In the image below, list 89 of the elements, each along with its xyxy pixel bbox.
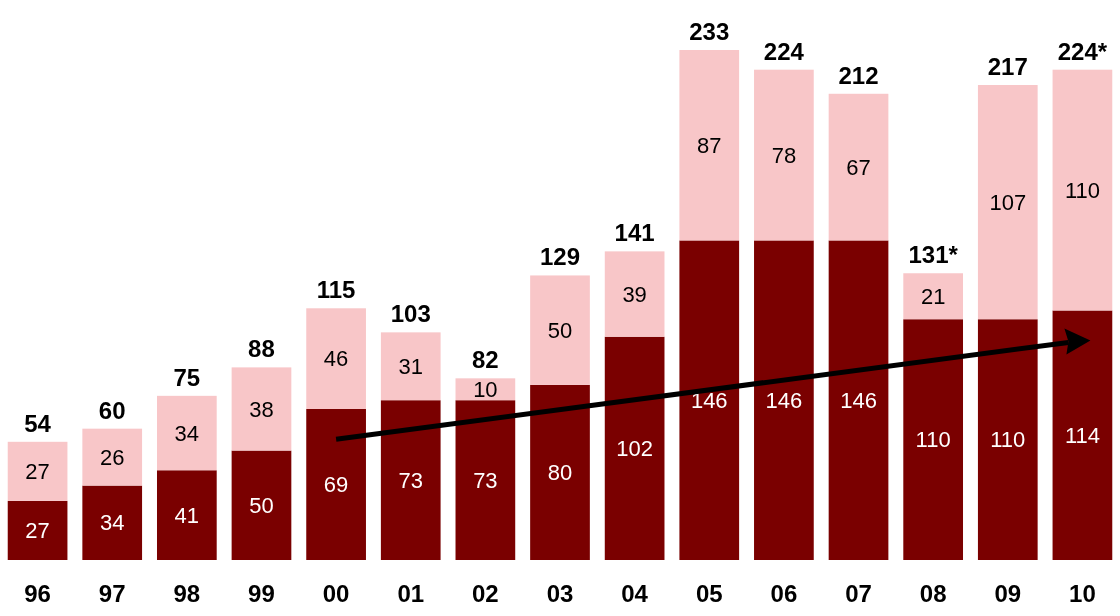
total-label: 212 bbox=[838, 61, 879, 89]
data-label: 34 bbox=[99, 510, 125, 536]
bar bbox=[977, 85, 1038, 320]
bar bbox=[828, 240, 889, 560]
total-label: 103 bbox=[390, 300, 431, 328]
bar bbox=[604, 336, 665, 560]
bar bbox=[530, 275, 590, 385]
data-label: 73 bbox=[398, 467, 423, 493]
data-label: 110 bbox=[990, 427, 1026, 453]
x-tick-label: 08 bbox=[919, 580, 947, 607]
data-label: 31 bbox=[398, 353, 423, 379]
bar bbox=[679, 50, 740, 241]
bar bbox=[754, 240, 814, 560]
data-label: 46 bbox=[323, 346, 349, 372]
bar bbox=[82, 428, 143, 486]
total-label: 224* bbox=[1057, 37, 1108, 65]
bar bbox=[306, 408, 366, 560]
bar bbox=[306, 308, 366, 409]
bar bbox=[380, 400, 441, 560]
x-tick-label: 98 bbox=[173, 580, 201, 607]
x-tick-label: 99 bbox=[248, 580, 275, 607]
total-label: 131* bbox=[908, 241, 959, 269]
bar bbox=[156, 470, 217, 560]
bar bbox=[7, 500, 68, 560]
total-label: 115 bbox=[316, 276, 356, 304]
bar bbox=[1052, 69, 1113, 311]
x-tick-label: 00 bbox=[322, 580, 350, 607]
bar bbox=[231, 367, 292, 451]
x-tick-label: 96 bbox=[24, 580, 51, 607]
data-label: 50 bbox=[249, 492, 274, 518]
bar bbox=[903, 319, 964, 560]
bar bbox=[828, 93, 889, 241]
data-label: 110 bbox=[1064, 177, 1100, 203]
bar bbox=[604, 251, 665, 337]
total-label: 82 bbox=[472, 346, 499, 374]
data-label: 67 bbox=[846, 154, 871, 180]
x-tick-label: 01 bbox=[397, 580, 425, 607]
bar bbox=[903, 273, 964, 320]
total-label: 88 bbox=[248, 335, 275, 363]
x-tick-label: 07 bbox=[845, 580, 872, 607]
data-label: 146 bbox=[765, 387, 803, 413]
bar bbox=[530, 384, 590, 560]
bar bbox=[754, 69, 814, 241]
data-label: 110 bbox=[915, 427, 951, 453]
total-label: 224 bbox=[763, 37, 805, 65]
x-tick-label: 03 bbox=[546, 580, 574, 607]
data-label: 27 bbox=[25, 459, 50, 485]
data-label: 26 bbox=[99, 444, 125, 470]
data-label: 21 bbox=[920, 283, 946, 309]
data-label: 78 bbox=[771, 142, 797, 168]
bar bbox=[679, 240, 740, 560]
data-label: 102 bbox=[616, 436, 653, 462]
data-label: 107 bbox=[989, 189, 1027, 215]
data-label: 80 bbox=[547, 460, 573, 486]
data-label: 114 bbox=[1064, 422, 1100, 448]
total-label: 54 bbox=[24, 409, 52, 437]
x-tick-label: 06 bbox=[770, 580, 798, 607]
bar bbox=[455, 400, 516, 560]
data-label: 50 bbox=[547, 317, 573, 343]
total-label: 233 bbox=[689, 18, 730, 45]
data-label: 38 bbox=[249, 396, 274, 422]
data-label: 146 bbox=[690, 387, 728, 413]
total-label: 60 bbox=[98, 396, 126, 424]
data-label: 87 bbox=[697, 132, 722, 158]
total-label: 129 bbox=[539, 243, 581, 271]
x-tick-label: 10 bbox=[1069, 580, 1096, 607]
bar bbox=[82, 485, 143, 560]
bar bbox=[977, 319, 1038, 560]
data-label: 10 bbox=[473, 376, 498, 402]
data-label: 39 bbox=[622, 281, 647, 307]
data-label: 73 bbox=[473, 467, 498, 493]
bar bbox=[231, 450, 292, 560]
x-tick-label: 09 bbox=[994, 580, 1022, 607]
total-label: 75 bbox=[173, 363, 201, 391]
x-tick-label: 97 bbox=[98, 580, 126, 607]
bar bbox=[380, 332, 441, 401]
data-label: 34 bbox=[174, 420, 200, 446]
x-tick-label: 05 bbox=[695, 580, 723, 607]
bar bbox=[7, 441, 68, 501]
x-tick-label: 02 bbox=[472, 580, 499, 607]
bar bbox=[1052, 310, 1113, 560]
bar bbox=[156, 395, 217, 471]
x-tick-label: 04 bbox=[621, 580, 649, 607]
data-label: 69 bbox=[323, 472, 349, 498]
data-label: 146 bbox=[840, 387, 877, 413]
data-label: 27 bbox=[25, 518, 50, 544]
total-label: 141 bbox=[614, 219, 655, 247]
total-label: 217 bbox=[987, 53, 1028, 81]
data-label: 41 bbox=[174, 502, 200, 528]
